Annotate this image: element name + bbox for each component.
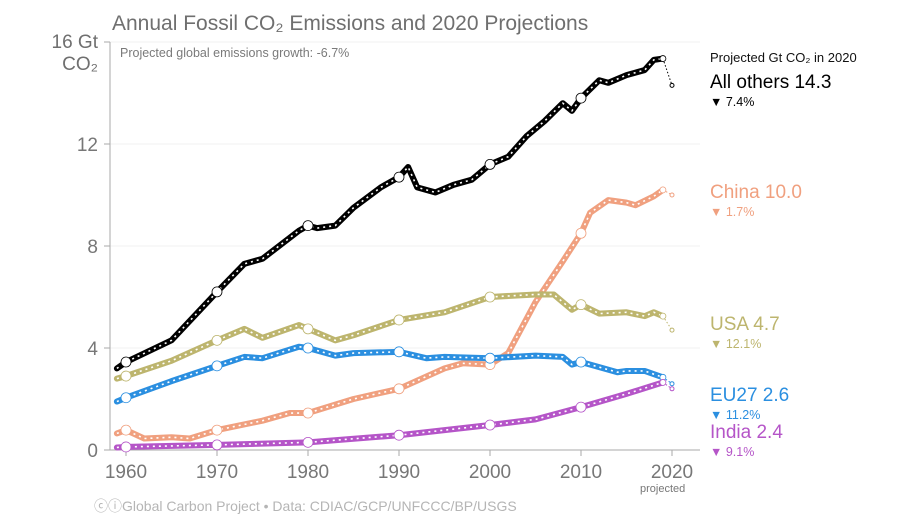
- data-point: [393, 314, 405, 326]
- down-triangle-icon: ▼: [710, 95, 726, 109]
- series-change: ▼ 11.2%: [710, 408, 789, 422]
- data-point: [393, 171, 405, 183]
- data-point: [120, 370, 132, 382]
- y-axis-unit: 16 Gt CO₂: [40, 32, 98, 76]
- y-top-label: 16 Gt: [51, 32, 98, 53]
- series-change: ▼ 7.4%: [710, 95, 831, 109]
- series-dash-overlay: [116, 189, 664, 440]
- series-label-all others: All others 14.3 ▼ 7.4%: [710, 72, 831, 109]
- y-unit-label: CO₂: [62, 54, 98, 75]
- chart-title: Annual Fossil CO₂ Emissions and 2020 Pro…: [112, 12, 589, 35]
- data-point: [211, 439, 223, 451]
- down-triangle-icon: ▼: [710, 205, 726, 219]
- data-point: [211, 360, 223, 372]
- x-tick-label: 1990: [378, 462, 420, 483]
- y-tick-label: 8: [87, 237, 98, 258]
- data-point: [120, 392, 132, 404]
- series-name: USA 4.7: [710, 314, 780, 335]
- projected-point: [669, 82, 675, 88]
- series-name: India 2.4: [710, 422, 783, 443]
- series-change: ▼ 9.1%: [710, 445, 783, 459]
- chart-subtitle: Projected global emissions growth: -6.7%: [120, 46, 350, 60]
- series-change: ▼ 12.1%: [710, 337, 780, 351]
- down-triangle-icon: ▼: [710, 408, 726, 422]
- series-dash-overlay: [116, 293, 664, 380]
- data-point: [659, 55, 667, 62]
- series-change: ▼ 1.7%: [710, 205, 802, 219]
- projected-label: projected: [640, 483, 686, 495]
- series-dash-overlay: [116, 345, 664, 403]
- data-point: [659, 379, 667, 386]
- projected-point: [669, 386, 675, 392]
- series-name: All others 14.3: [710, 72, 832, 93]
- change-value: 12.1%: [725, 337, 762, 351]
- data-point: [120, 441, 132, 453]
- data-point: [575, 227, 587, 239]
- projected-point: [669, 327, 675, 333]
- change-value: 11.2%: [725, 408, 761, 422]
- data-point: [302, 436, 314, 448]
- projected-point: [669, 381, 675, 387]
- x-tick-label: 2020: [651, 462, 693, 483]
- series-label-india: India 2.4 ▼ 9.1%: [710, 422, 783, 459]
- projection-line: [662, 58, 673, 86]
- data-point: [302, 407, 314, 419]
- data-point: [484, 291, 496, 303]
- data-point: [211, 424, 223, 436]
- data-point: [659, 186, 667, 194]
- series-dash-overlay: [116, 381, 664, 449]
- down-triangle-icon: ▼: [710, 337, 726, 351]
- y-tick-label: 0: [87, 441, 98, 462]
- change-value: 7.4%: [725, 95, 755, 109]
- y-tick-label: 4: [87, 339, 98, 360]
- data-point: [393, 383, 405, 395]
- series-label-usa: USA 4.7 ▼ 12.1%: [710, 314, 780, 351]
- data-point: [211, 334, 223, 346]
- series-name: China 10.0: [710, 182, 802, 203]
- x-tick-label: 1960: [105, 462, 147, 483]
- series-dash-overlay: [116, 57, 664, 370]
- series-label-china: China 10.0 ▼ 1.7%: [710, 182, 802, 219]
- series-label-eu27: EU27 2.6 ▼ 11.2%: [710, 385, 789, 422]
- data-point: [302, 323, 314, 335]
- data-point: [484, 419, 496, 431]
- projected-point: [669, 192, 675, 198]
- data-point: [120, 424, 132, 436]
- data-point: [575, 299, 587, 311]
- y-tick-label: 12: [77, 135, 98, 156]
- data-point: [120, 356, 132, 368]
- data-point: [393, 346, 405, 358]
- legend-heading: Projected Gt CO₂ in 2020: [710, 50, 857, 65]
- data-point: [659, 312, 667, 320]
- change-value: 1.7%: [725, 205, 755, 219]
- data-point: [211, 286, 223, 298]
- x-tick-label: 2010: [560, 462, 602, 483]
- x-tick-label: 2000: [469, 462, 511, 483]
- down-triangle-icon: ▼: [710, 445, 726, 459]
- x-tick-label: 1970: [196, 462, 238, 483]
- data-point: [484, 352, 496, 364]
- data-point: [575, 401, 587, 413]
- data-point: [302, 220, 314, 232]
- projection-line: [662, 315, 673, 331]
- change-value: 9.1%: [725, 445, 755, 459]
- data-point: [393, 429, 405, 441]
- footer-credit: ⓒⓘGlobal Carbon Project • Data: CDIAC/GC…: [94, 498, 517, 514]
- data-point: [484, 158, 496, 170]
- data-point: [575, 92, 587, 104]
- data-point: [302, 342, 314, 354]
- series-name: EU27 2.6: [710, 385, 790, 406]
- x-tick-label: 1980: [287, 462, 329, 483]
- data-point: [575, 356, 587, 368]
